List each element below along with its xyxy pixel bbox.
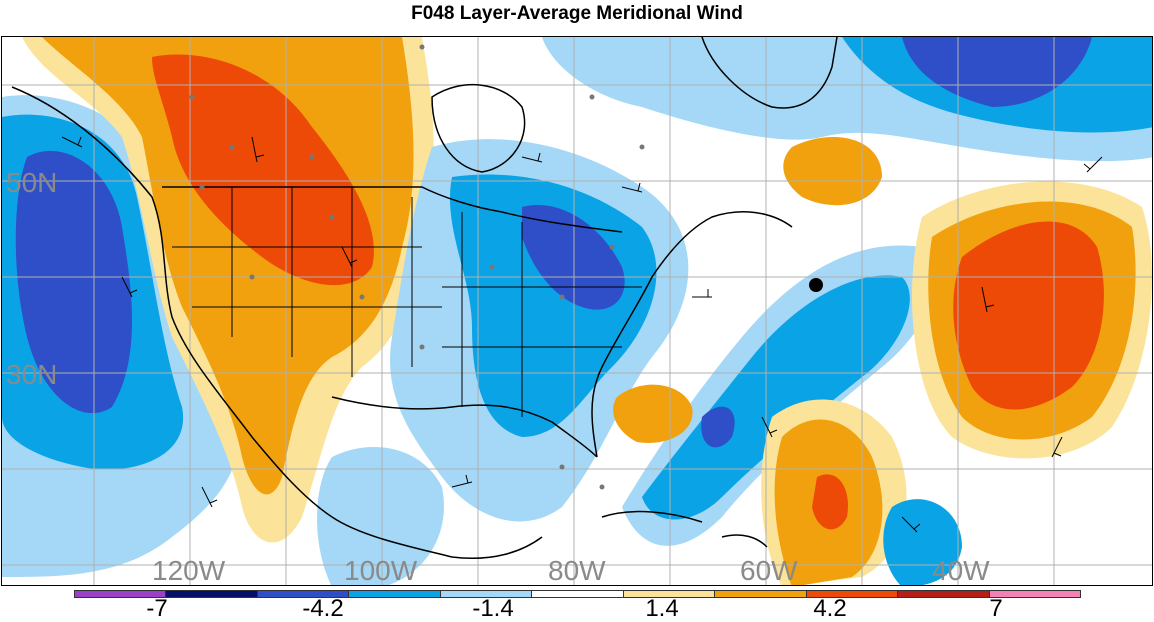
south-atlantic-strong-north-patch — [812, 474, 848, 530]
colorbar-segment — [531, 590, 624, 598]
east-strong-south-region — [522, 205, 625, 310]
colorbar-segment — [897, 590, 990, 598]
canada-us-border — [162, 186, 623, 233]
colorbar-segment — [348, 590, 441, 598]
colorbar-label-7: 7 — [989, 595, 1003, 622]
east-south-region — [449, 174, 657, 437]
location-marker — [809, 278, 823, 292]
colorbar-label-neg7: -7 — [146, 595, 168, 622]
graticule — [2, 37, 1152, 585]
caribbean-islands — [601, 510, 768, 548]
colorbar-segment — [165, 590, 258, 598]
colorbar-label-4-2: 4.2 — [813, 595, 847, 622]
southern-weak-south-patch — [317, 447, 444, 585]
wind-barbs — [61, 136, 1103, 533]
atlantic-coast — [591, 211, 793, 458]
coastlines — [11, 37, 838, 560]
station-dots — [189, 44, 645, 490]
shading-layer — [2, 37, 1152, 585]
colorbar-label-neg1-4: -1.4 — [472, 595, 514, 622]
labrador-north-patch — [783, 137, 882, 206]
atlantic-south-band — [642, 275, 910, 520]
colorbar-segment — [988, 590, 1081, 598]
pacific-coast — [11, 86, 543, 560]
wind-map — [2, 37, 1152, 585]
lat-label-30n: 30N — [6, 359, 58, 390]
west-strong-north-region — [152, 54, 374, 286]
atlantic-strong-south-patch — [701, 406, 735, 448]
lon-label-60w: 60W — [740, 555, 798, 586]
subtropical-north-patch — [613, 384, 693, 443]
colorbar — [74, 590, 1081, 598]
arctic-strong-south-region — [902, 37, 1092, 107]
lon-label-40w: 40W — [932, 555, 990, 586]
lat-label-50n: 50N — [6, 167, 58, 198]
lon-label-120w: 120W — [152, 555, 226, 586]
greenland-coast — [701, 37, 838, 109]
hudson-bay — [431, 84, 526, 173]
map-panel: 50N 30N 120W 100W 80W 60W 40W — [1, 36, 1153, 586]
colorbar-label-1-4: 1.4 — [645, 595, 679, 622]
state-borders — [172, 187, 642, 417]
colorbar-segment — [714, 590, 807, 598]
atlantic-strong-north-region — [953, 221, 1104, 410]
southern-south-patch — [883, 499, 962, 585]
pacific-strong-south-region — [15, 150, 132, 414]
lon-label-100w: 100W — [344, 555, 418, 586]
lon-label-80w: 80W — [548, 555, 606, 586]
colorbar-label-neg4-2: -4.2 — [302, 595, 344, 622]
map-title: F048 Layer-Average Meridional Wind — [411, 3, 743, 24]
gulf-coast — [331, 396, 598, 458]
